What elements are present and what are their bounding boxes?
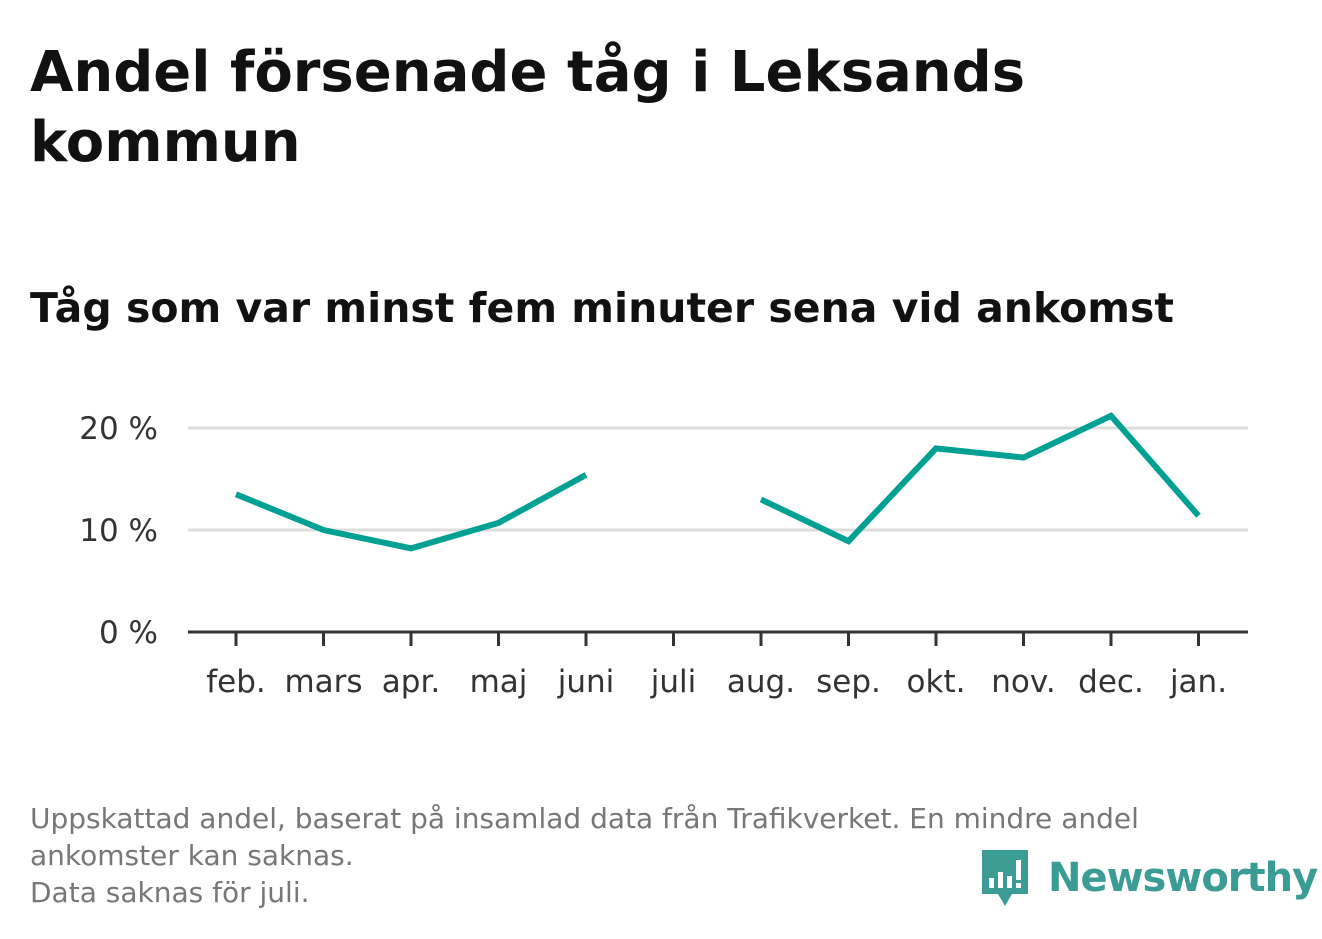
footnote-source: Uppskattad andel, baserat på insamlad da… bbox=[30, 802, 1139, 872]
x-tick-label: juli bbox=[650, 664, 697, 700]
grid-lines bbox=[188, 426, 1248, 532]
x-tick-label: maj bbox=[470, 664, 528, 700]
x-tick-label: nov. bbox=[991, 664, 1055, 700]
series-line-segment bbox=[234, 472, 588, 552]
chart-subtitle: Tåg som var minst fem minuter sena vid a… bbox=[30, 284, 1175, 332]
series-line-segment bbox=[759, 412, 1201, 545]
y-tick-label: 10 % bbox=[79, 513, 158, 549]
x-axis-ticks bbox=[234, 632, 1200, 646]
chart-title: Andel försenade tåg i Leksands kommun bbox=[30, 40, 1026, 175]
x-tick-label: juni bbox=[557, 664, 615, 700]
line-chart: 0 % 10 % 20 % feb. mars apr. maj juni juli aug. s… bbox=[79, 411, 1248, 700]
x-tick-label: feb. bbox=[206, 664, 266, 700]
x-tick-label: jan. bbox=[1169, 664, 1227, 700]
x-tick-label: aug. bbox=[727, 664, 795, 700]
x-axis-tick-labels: feb. mars apr. maj juni juli aug. sep. okt. nov. d… bbox=[206, 664, 1227, 700]
footnote-missing-data: Data saknas för juli. bbox=[30, 876, 310, 909]
newsworthy-icon bbox=[982, 850, 1028, 906]
x-tick-label: mars bbox=[284, 664, 362, 700]
x-tick-label: apr. bbox=[382, 664, 440, 700]
brand-logo: Newsworthy bbox=[980, 848, 1318, 908]
x-tick-label: okt. bbox=[907, 664, 966, 700]
footnote: Uppskattad andel, baserat på insamlad da… bbox=[30, 800, 1280, 911]
y-axis-tick-labels: 0 % 10 % 20 % bbox=[79, 411, 158, 651]
x-tick-label: dec. bbox=[1078, 664, 1144, 700]
y-tick-label: 20 % bbox=[79, 411, 158, 447]
brand-name: Newsworthy bbox=[1048, 855, 1318, 901]
y-tick-label: 0 % bbox=[99, 615, 158, 651]
x-tick-label: sep. bbox=[816, 664, 881, 700]
series-lines bbox=[234, 412, 1201, 552]
